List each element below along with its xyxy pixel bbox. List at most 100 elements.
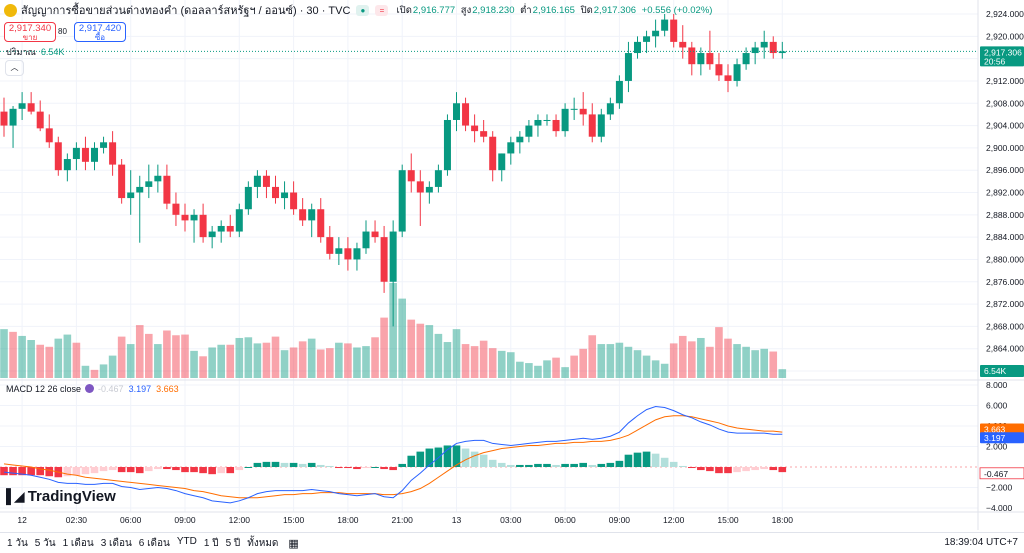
candle[interactable] (588, 103, 596, 143)
candle-body[interactable] (724, 75, 732, 81)
candle-body[interactable] (181, 214, 189, 221)
candle[interactable] (706, 30, 714, 70)
candle-body[interactable] (543, 119, 551, 121)
candle-body[interactable] (652, 30, 660, 37)
candle-body[interactable] (443, 119, 451, 171)
candle-body[interactable] (163, 175, 171, 204)
candle-body[interactable] (72, 147, 80, 160)
candle-body[interactable] (100, 142, 108, 148)
candle[interactable] (769, 36, 777, 59)
candle-body[interactable] (127, 192, 135, 199)
candle[interactable] (181, 203, 189, 232)
candle[interactable] (344, 237, 352, 271)
market-status-icon[interactable]: ● (356, 4, 370, 16)
candle[interactable] (63, 153, 71, 182)
price-pane[interactable] (0, 14, 978, 327)
candle[interactable] (724, 64, 732, 93)
calendar-icon[interactable]: ▦ (288, 537, 299, 550)
candle-body[interactable] (398, 170, 406, 232)
candle-body[interactable] (145, 181, 153, 187)
candle-body[interactable] (272, 186, 279, 199)
candle-body[interactable] (624, 53, 632, 81)
candle[interactable] (54, 136, 62, 176)
candle-body[interactable] (389, 231, 397, 282)
range-button[interactable]: 1 วัน (7, 537, 28, 549)
range-button[interactable]: 1 ปี (203, 537, 219, 549)
candle[interactable] (190, 209, 198, 243)
candle[interactable] (688, 41, 696, 76)
candle-body[interactable] (643, 36, 651, 42)
candle-body[interactable] (516, 136, 524, 143)
candle[interactable] (516, 131, 524, 154)
chevron-up-icon[interactable]: ︿ (5, 60, 24, 76)
candle-body[interactable] (525, 125, 533, 137)
candle[interactable] (308, 203, 316, 238)
range-button[interactable]: 5 วัน (34, 537, 56, 549)
candle[interactable] (244, 181, 252, 215)
candle-body[interactable] (425, 186, 433, 193)
candle-body[interactable] (9, 108, 17, 126)
candle[interactable] (624, 41, 632, 93)
candle-body[interactable] (733, 64, 741, 81)
candle-body[interactable] (552, 119, 560, 132)
candle[interactable] (81, 136, 89, 171)
candle[interactable] (109, 131, 117, 176)
candle-body[interactable] (561, 108, 569, 132)
candle-body[interactable] (353, 248, 361, 260)
candle-body[interactable] (226, 225, 234, 232)
candle-body[interactable] (217, 225, 225, 232)
candle[interactable] (72, 142, 80, 171)
candle-body[interactable] (27, 103, 35, 112)
candle[interactable] (715, 53, 723, 81)
candle[interactable] (27, 92, 35, 115)
candle-body[interactable] (661, 19, 669, 31)
candle[interactable] (18, 92, 26, 120)
range-button[interactable]: 1 เดือน (62, 537, 94, 549)
candle[interactable] (45, 114, 53, 148)
clock[interactable]: 18:39:04 UTC+7 (944, 537, 1018, 548)
candle[interactable] (751, 41, 759, 65)
candle-body[interactable] (697, 53, 705, 65)
candle[interactable] (552, 114, 560, 137)
candle-body[interactable] (778, 51, 786, 54)
candle-body[interactable] (208, 231, 216, 238)
candle[interactable] (398, 164, 406, 238)
candle[interactable] (561, 103, 569, 137)
candle[interactable] (507, 136, 515, 165)
candle-body[interactable] (317, 209, 325, 238)
candle[interactable] (226, 214, 234, 238)
candle-body[interactable] (688, 47, 696, 65)
candle-body[interactable] (235, 209, 243, 232)
candle[interactable] (453, 92, 460, 132)
candle[interactable] (443, 114, 451, 176)
candle[interactable] (163, 164, 171, 210)
candle[interactable] (543, 114, 551, 126)
candle-body[interactable] (570, 108, 578, 110)
candle-body[interactable] (362, 231, 370, 249)
candle[interactable] (0, 97, 8, 137)
candle-body[interactable] (453, 103, 460, 120)
candle-body[interactable] (706, 53, 714, 65)
candle[interactable] (199, 203, 207, 243)
candle-body[interactable] (742, 53, 750, 65)
macd-legend[interactable]: MACD 12 26 close -0.467 3.197 3.663 (6, 384, 179, 394)
candle[interactable] (118, 159, 126, 204)
indicator-settings-icon[interactable] (85, 384, 95, 393)
candle[interactable] (154, 164, 162, 193)
candle[interactable] (679, 25, 687, 59)
candle-body[interactable] (434, 170, 442, 187)
candle[interactable] (326, 225, 334, 260)
candle[interactable] (317, 198, 325, 243)
candle-body[interactable] (308, 209, 316, 221)
range-button[interactable]: 5 ปี (225, 537, 241, 549)
sell-button[interactable]: 2,917.340 ขาย (4, 22, 56, 42)
candle[interactable] (371, 220, 379, 243)
candle-body[interactable] (498, 153, 506, 171)
candle[interactable] (217, 220, 225, 243)
volume-legend[interactable]: ปริมาณ 6.54K (6, 47, 65, 57)
candle-body[interactable] (597, 114, 605, 137)
candle[interactable] (172, 192, 180, 226)
candle[interactable] (281, 181, 289, 210)
symbol-title[interactable]: สัญญาการซื้อขายส่วนต่างทองคำ (ดอลลาร์สหร… (21, 5, 351, 17)
candle[interactable] (262, 170, 270, 199)
